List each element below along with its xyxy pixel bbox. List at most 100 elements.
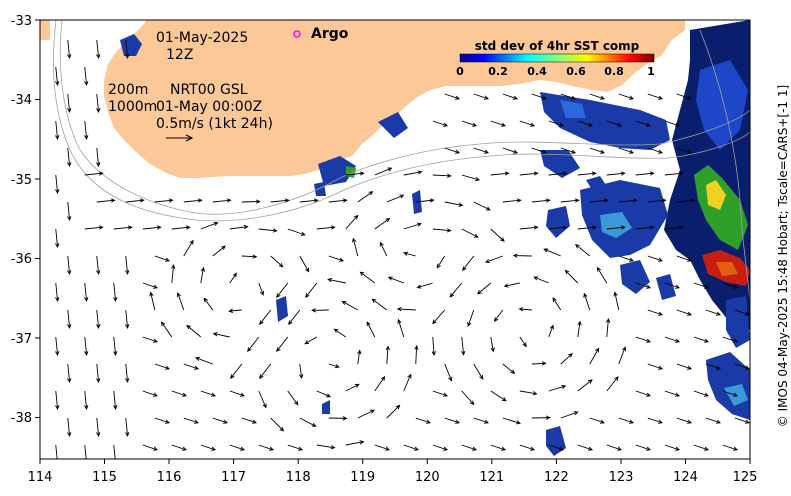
current-arrow	[149, 291, 156, 311]
current-arrow	[229, 224, 249, 230]
current-arrow	[589, 417, 606, 424]
colorbar	[459, 53, 655, 63]
current-arrow	[176, 292, 185, 311]
current-arrow	[212, 245, 226, 257]
current-arrow	[606, 444, 623, 451]
current-arrow	[548, 225, 568, 230]
x-tick-label: 125	[733, 470, 758, 485]
current-arrow	[183, 239, 194, 257]
current-arrow	[171, 390, 188, 397]
isobath-1000-label: 1000m	[108, 99, 158, 115]
current-arrow	[183, 417, 200, 424]
current-arrow	[203, 297, 214, 311]
current-arrow	[564, 269, 579, 284]
current-arrow	[577, 379, 593, 392]
current-arrow	[55, 228, 60, 248]
current-arrow	[444, 201, 464, 207]
current-arrow	[229, 390, 246, 397]
current-arrow	[96, 363, 101, 383]
current-arrow	[258, 282, 265, 296]
current-arrow	[613, 291, 620, 311]
current-arrow	[287, 228, 306, 236]
current-arrow	[461, 120, 478, 127]
current-arrow	[432, 444, 449, 451]
current-arrow	[647, 309, 664, 316]
product-label: NRT00 GSL	[170, 82, 248, 98]
current-arrow	[664, 282, 681, 289]
current-arrow	[154, 363, 171, 370]
current-arrow	[519, 444, 536, 451]
x-tick-label: 122	[544, 470, 569, 485]
current-arrow	[183, 198, 203, 203]
current-arrow	[618, 417, 635, 424]
y-tick-label: -38	[11, 411, 32, 426]
current-arrow	[125, 417, 130, 437]
current-arrow	[125, 255, 130, 275]
current-arrow	[502, 363, 516, 375]
current-arrow	[374, 375, 386, 392]
current-arrow	[635, 282, 652, 289]
current-arrow	[722, 336, 739, 343]
current-arrow	[230, 363, 243, 380]
y-axis: -33 -34 -35 -36 -37 -38	[11, 14, 40, 426]
current-arrow	[259, 363, 272, 380]
current-arrow	[473, 147, 490, 154]
current-arrow	[461, 444, 478, 451]
current-arrow	[548, 120, 565, 127]
current-arrow	[402, 251, 416, 257]
x-tick-label: 119	[350, 470, 375, 485]
current-arrow	[374, 217, 391, 230]
current-arrow	[403, 444, 420, 451]
current-arrow	[618, 346, 627, 365]
current-arrow	[142, 282, 159, 289]
current-arrow	[531, 198, 551, 203]
current-arrow	[676, 363, 693, 370]
current-arrow	[241, 199, 261, 204]
current-arrow	[113, 390, 118, 410]
current-arrow	[416, 282, 433, 289]
current-arrow	[328, 255, 345, 262]
current-arrow	[543, 248, 561, 257]
current-arrow	[171, 264, 176, 284]
x-tick-label: 116	[157, 470, 182, 485]
current-arrow	[171, 225, 191, 230]
current-arrow	[589, 347, 600, 365]
y-tick-label: -35	[11, 173, 32, 188]
current-arrow	[734, 363, 750, 370]
current-arrow	[722, 444, 739, 451]
time-label: 12Z	[166, 47, 194, 63]
current-arrow	[142, 444, 159, 451]
argo-label: Argo	[311, 26, 349, 42]
current-arrow	[596, 266, 608, 284]
current-arrow	[493, 309, 504, 323]
current-arrow	[484, 255, 503, 264]
current-arrow	[533, 276, 549, 284]
current-arrow	[664, 444, 681, 451]
current-arrow	[287, 390, 299, 406]
current-arrow	[194, 356, 213, 365]
current-arrow	[647, 417, 664, 424]
colorbar-tick: 0.2	[488, 65, 508, 78]
current-arrow	[490, 120, 507, 127]
current-arrow	[385, 345, 390, 365]
current-arrow	[154, 198, 174, 203]
current-arrow	[473, 93, 490, 100]
current-arrow	[67, 201, 72, 221]
y-tick-label: -37	[11, 332, 32, 347]
current-arrow	[560, 198, 580, 203]
current-arrow	[333, 328, 347, 338]
current-arrow	[560, 147, 577, 154]
current-arrow	[311, 308, 329, 313]
current-arrow	[258, 228, 278, 233]
current-arrow	[436, 255, 446, 269]
current-arrow	[606, 120, 623, 127]
current-arrow	[341, 300, 358, 311]
current-arrow	[366, 321, 376, 338]
current-arrow	[96, 198, 116, 203]
current-arrow	[432, 120, 449, 127]
current-arrow	[55, 390, 60, 410]
current-arrow	[635, 444, 652, 451]
current-arrow	[357, 191, 374, 203]
current-arrow	[241, 417, 258, 424]
